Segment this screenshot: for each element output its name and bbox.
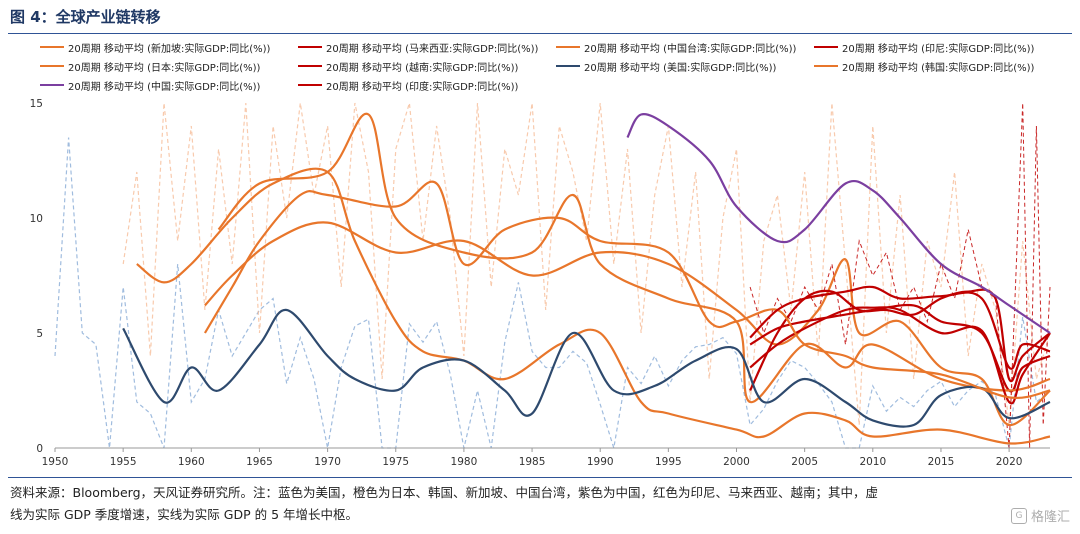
legend-swatch [814, 65, 838, 67]
footnote-divider [8, 477, 1072, 478]
footnote-line-2: 线为实际 GDP 季度增速，实线为实际 GDP 的 5 年增长中枢。 [10, 507, 358, 522]
legend-label: 20周期 移动平均 (美国:实际GDP:同比(%)) [584, 62, 777, 74]
quarterly-series-group [54, 102, 1051, 449]
legend-swatch [814, 46, 838, 48]
legend-swatch [40, 46, 64, 48]
x-tick-label: 1980 [451, 456, 478, 468]
legend-item: 20周期 移动平均 (马来西亚:实际GDP:同比(%)) [298, 38, 538, 56]
legend-item: 20周期 移动平均 (中国:实际GDP:同比(%)) [40, 76, 260, 94]
legend-label: 20周期 移动平均 (中国台湾:实际GDP:同比(%)) [584, 43, 797, 55]
legend-label: 20周期 移动平均 (印尼:实际GDP:同比(%)) [842, 43, 1035, 55]
x-tick-label: 2005 [791, 456, 818, 468]
x-tick-label: 2015 [928, 456, 955, 468]
legend-label: 20周期 移动平均 (日本:实际GDP:同比(%)) [68, 62, 261, 74]
legend-item: 20周期 移动平均 (日本:实际GDP:同比(%)) [40, 57, 260, 75]
x-tick-label: 2010 [859, 456, 886, 468]
quarterly-series-line [54, 137, 1051, 449]
x-tick-label: 2020 [996, 456, 1023, 468]
legend-swatch [298, 65, 322, 67]
legend-item: 20周期 移动平均 (中国台湾:实际GDP:同比(%)) [556, 38, 796, 56]
footnote: 资料来源：Bloomberg，天风证券研究所。注：蓝色为美国，橙色为日本、韩国、… [10, 482, 1070, 526]
watermark: G 格隆汇 [1010, 506, 1070, 525]
x-tick-label: 2000 [723, 456, 750, 468]
x-tick-label: 1950 [42, 456, 69, 468]
moving-average-line [626, 113, 1051, 334]
legend-label: 20周期 移动平均 (马来西亚:实际GDP:同比(%)) [326, 43, 539, 55]
legend-label: 20周期 移动平均 (印度:实际GDP:同比(%)) [326, 81, 519, 93]
figure-title: 图 4：全球产业链转移 [10, 8, 161, 26]
x-tick-label: 1955 [110, 456, 137, 468]
legend-item: 20周期 移动平均 (美国:实际GDP:同比(%)) [556, 57, 776, 75]
x-tick-label: 1995 [655, 456, 682, 468]
watermark-logo-icon: G [1010, 507, 1027, 524]
moving-average-line [749, 306, 1051, 405]
y-tick-label: 5 [36, 328, 43, 340]
y-tick-label: 0 [36, 443, 43, 455]
moving-average-line [749, 285, 1051, 370]
legend-swatch [40, 65, 64, 67]
legend-item: 20周期 移动平均 (越南:实际GDP:同比(%)) [298, 57, 518, 75]
title-divider [8, 33, 1072, 34]
y-tick-label: 15 [30, 98, 43, 110]
moving-average-line [204, 221, 1051, 427]
watermark-text: 格隆汇 [1030, 510, 1070, 525]
quarterly-series-line [122, 102, 1051, 426]
footnote-line-1: 资料来源：Bloomberg，天风证券研究所。注：蓝色为美国，橙色为日本、韩国、… [10, 485, 879, 500]
chart-axes: 1950 1955 1960 1965 1970 1975 1980 1985 1990 1995… [30, 98, 1050, 468]
quarterly-series-line [749, 102, 1051, 449]
legend-label: 20周期 移动平均 (韩国:实际GDP:同比(%)) [842, 62, 1035, 74]
moving-average-series-group [122, 112, 1051, 445]
moving-average-line [136, 167, 1051, 445]
legend-item: 20周期 移动平均 (印尼:实际GDP:同比(%)) [814, 38, 1034, 56]
legend-label: 20周期 移动平均 (越南:实际GDP:同比(%)) [326, 62, 519, 74]
x-tick-label: 1985 [519, 456, 546, 468]
legend-swatch [298, 84, 322, 86]
moving-average-line [203, 180, 1051, 400]
legend-swatch [556, 46, 580, 48]
moving-average-line [122, 308, 1051, 428]
legend-swatch [556, 65, 580, 67]
legend-label: 20周期 移动平均 (新加坡:实际GDP:同比(%)) [68, 43, 271, 55]
legend-label: 20周期 移动平均 (中国:实际GDP:同比(%)) [68, 81, 261, 93]
legend-item: 20周期 移动平均 (韩国:实际GDP:同比(%)) [814, 57, 1034, 75]
x-tick-label: 1970 [314, 456, 341, 468]
legend-item: 20周期 移动平均 (新加坡:实际GDP:同比(%)) [40, 38, 270, 56]
x-tick-label: 1960 [178, 456, 205, 468]
y-tick-label: 10 [30, 213, 43, 225]
legend-item: 20周期 移动平均 (印度:实际GDP:同比(%)) [298, 76, 518, 94]
legend-swatch [40, 84, 64, 86]
x-tick-label: 1965 [246, 456, 273, 468]
moving-average-line [217, 112, 1051, 404]
x-tick-label: 1990 [587, 456, 614, 468]
legend-swatch [298, 46, 322, 48]
x-tick-label: 1975 [382, 456, 409, 468]
